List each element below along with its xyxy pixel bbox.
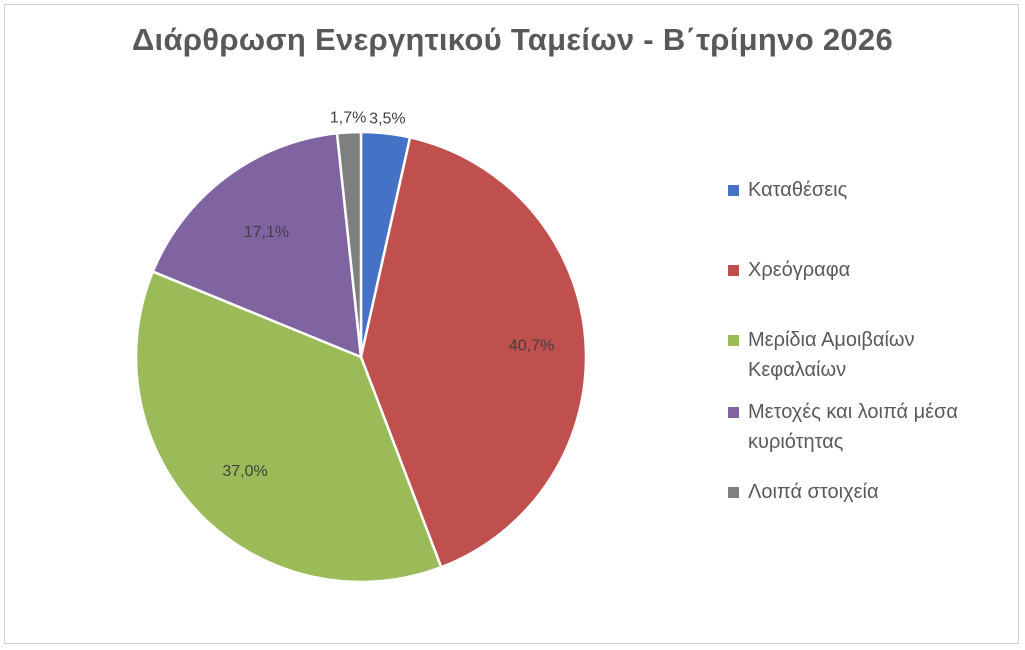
legend-swatch: [728, 407, 739, 418]
legend-swatch: [728, 335, 739, 346]
legend-label: Χρεόγραφα: [748, 259, 851, 281]
legend-swatch: [728, 487, 739, 498]
legend-item-1: Καταθέσεις: [728, 178, 1008, 205]
pie-data-labels: 3,5% 40,7% 37,0% 17,1% 1,7%: [222, 110, 554, 481]
legend-swatch: [728, 265, 739, 276]
chart-title: Διάρθρωση Ενεργητικού Ταμείων - Β΄τρίμην…: [131, 22, 894, 57]
pie-slice-5: [335, 130, 363, 358]
pie-slice-3: [134, 269, 443, 584]
pie-data-label-1: 3,5%: [369, 111, 405, 128]
legend-item-5: Λοιπά στοιχεία: [728, 480, 1008, 507]
legend-item-2: Χρεόγραφα: [728, 258, 1008, 285]
legend-label: Μερίδια Αμοιβαίων Κεφαλαίων: [748, 329, 915, 381]
legend-item-4: Μετοχές και λοιπά μέσα κυριότητας: [728, 400, 1008, 457]
pie-slice-2: [359, 135, 588, 569]
pie-data-label-5: 1,7%: [330, 110, 366, 127]
pie-data-label-3: 37,0%: [222, 463, 267, 480]
legend-swatch: [728, 185, 739, 196]
pie-slices: [134, 130, 588, 584]
pie-data-label-4: 17,1%: [244, 224, 289, 241]
legend-label: Μετοχές και λοιπά μέσα κυριότητας: [748, 401, 958, 453]
legend-label: Λοιπά στοιχεία: [748, 481, 879, 503]
pie-slice-4: [151, 131, 363, 359]
legend-item-3: Μερίδια Αμοιβαίων Κεφαλαίων: [728, 328, 1008, 385]
legend-label: Καταθέσεις: [748, 179, 848, 201]
pie-data-label-2: 40,7%: [509, 338, 554, 355]
